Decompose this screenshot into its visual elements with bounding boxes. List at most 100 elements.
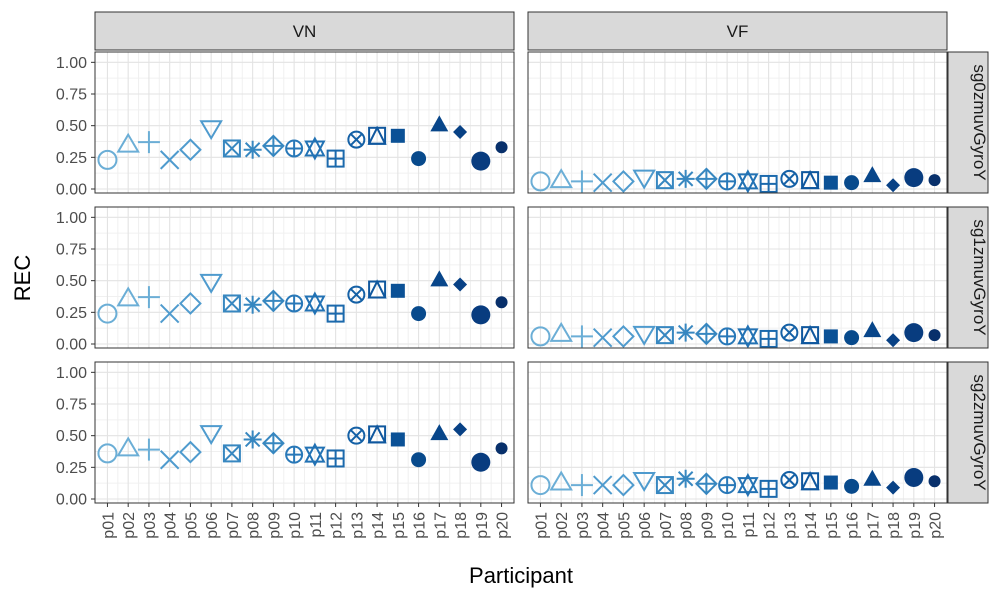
panel-border (527, 361, 948, 504)
column-strip-label: VF (727, 22, 749, 41)
panel-sg2zmuvGyroY-vf (527, 361, 948, 504)
panel-border (527, 51, 948, 194)
y-tick-label: 1.00 (56, 55, 87, 72)
data-point-p20 (928, 174, 941, 187)
data-point-p08 (243, 140, 262, 159)
x-tick-label: p08 (246, 512, 263, 539)
y-tick-label: 1.00 (56, 210, 87, 227)
data-point-p02 (116, 132, 140, 153)
data-point-p09 (694, 167, 718, 191)
x-tick-label: p17 (865, 512, 882, 539)
data-point-p05 (179, 292, 202, 315)
data-point-p16 (411, 306, 427, 322)
data-point-p20 (928, 329, 941, 342)
row-strip-0 (947, 51, 989, 194)
data-point-p19 (471, 452, 491, 472)
x-tick-label: p10 (287, 512, 304, 539)
data-point-p08 (243, 430, 262, 449)
data-point-p17 (430, 270, 449, 287)
panel-sg0zmuvGyroY-vf (527, 51, 948, 194)
data-point-p07 (655, 326, 674, 345)
y-tick-label: 0.75 (56, 242, 87, 259)
x-tick-label: p11 (308, 512, 325, 538)
data-point-p09 (261, 431, 285, 455)
data-point-p03 (137, 438, 160, 461)
data-point-p01 (97, 149, 118, 170)
row-strip-label: sg0zmuvGyroY (970, 64, 989, 180)
data-point-p03 (570, 325, 593, 348)
y-tick-label: 0.00 (56, 337, 87, 354)
x-tick-label: p09 (266, 512, 283, 539)
x-tick-label: p07 (658, 512, 675, 539)
data-point-p04 (159, 450, 180, 470)
data-point-p07 (222, 294, 241, 313)
x-tick-label: p06 (204, 512, 221, 539)
data-point-p07 (655, 171, 674, 190)
data-point-p10 (285, 294, 304, 313)
x-tick-label: p14 (803, 512, 820, 539)
data-point-p17 (863, 166, 882, 183)
data-point-p12 (759, 174, 778, 193)
data-point-p15 (390, 283, 405, 298)
data-point-p19 (471, 305, 491, 325)
y-tick-label: 1.00 (56, 365, 87, 382)
data-point-p02 (549, 168, 573, 189)
y-axis-title: REC (10, 255, 35, 302)
data-point-p16 (844, 175, 860, 191)
x-tick-label: p02 (121, 512, 138, 539)
data-point-p06 (632, 325, 656, 346)
y-tick-label: 0.25 (56, 460, 87, 477)
panel-sg1zmuvGyroY-vf (527, 206, 948, 349)
x-tick-label: p04 (596, 512, 613, 539)
data-point-p12 (326, 149, 345, 168)
data-point-p13 (347, 130, 366, 149)
data-point-p05 (612, 473, 635, 497)
x-tick-label: p05 (616, 512, 633, 539)
x-tick-label: p11 (741, 512, 758, 538)
data-point-p06 (632, 169, 656, 190)
data-point-p05 (612, 324, 635, 348)
data-point-p03 (137, 286, 160, 309)
data-point-p15 (823, 175, 838, 190)
x-tick-label: p06 (637, 512, 654, 539)
data-point-p09 (694, 322, 718, 346)
data-point-p10 (718, 476, 737, 495)
data-point-p18 (886, 178, 901, 193)
data-point-p08 (676, 323, 695, 342)
data-point-p12 (759, 479, 778, 498)
data-point-p03 (137, 131, 160, 154)
x-tick-label: p03 (142, 512, 159, 539)
x-tick-label: p01 (100, 512, 117, 539)
data-point-p12 (326, 304, 345, 323)
x-tick-label: p10 (720, 512, 737, 539)
data-point-p20 (495, 141, 508, 154)
data-point-p06 (199, 273, 223, 294)
x-tick-label: p19 (907, 512, 924, 539)
x-tick-label: p16 (412, 512, 429, 539)
x-tick-label: p04 (163, 512, 180, 539)
column-strip-vn (94, 11, 515, 51)
data-point-p16 (844, 330, 860, 346)
data-point-p18 (453, 422, 468, 437)
data-point-p11 (737, 324, 759, 349)
data-point-p18 (453, 277, 468, 292)
x-tick-label: p05 (183, 512, 200, 539)
panel-sg0zmuvGyroY-vn (94, 51, 515, 194)
data-point-p11 (737, 169, 759, 194)
data-point-p06 (199, 425, 223, 446)
x-tick-label: p07 (225, 512, 242, 539)
data-point-p09 (261, 134, 285, 158)
data-point-p15 (823, 475, 838, 490)
x-tick-label: p16 (845, 512, 862, 539)
data-point-p20 (495, 442, 508, 455)
data-point-p14 (367, 125, 387, 145)
data-point-p04 (592, 475, 613, 495)
panel-border (527, 206, 948, 349)
data-point-p03 (570, 474, 593, 497)
data-point-p03 (570, 170, 593, 193)
data-point-p12 (326, 449, 345, 468)
data-point-p04 (592, 327, 613, 348)
data-point-p14 (367, 279, 387, 299)
data-point-p05 (612, 169, 635, 193)
